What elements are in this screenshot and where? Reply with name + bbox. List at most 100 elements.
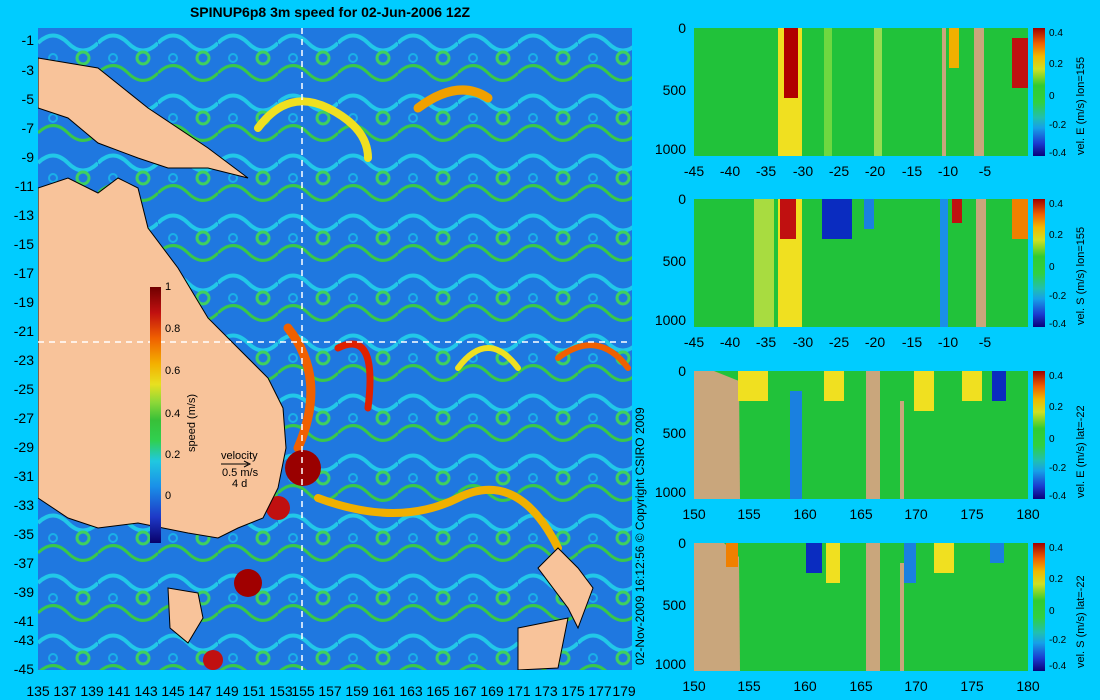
map-y-tick: -5 [21,91,34,107]
section-cb-label: 0.4 [1049,543,1063,554]
colorbar-label: 1 [165,281,172,293]
section-cb-label: 0 [1049,262,1055,273]
section-x-tick: -20 [864,334,886,350]
map-x-tick: 177 [588,683,612,699]
colorbar-label: 0.2 [165,449,181,461]
map-y-tick: -31 [13,468,34,484]
map-y-tick: -23 [13,352,34,368]
speed-map-canvas [38,28,632,670]
map-y-tick: -27 [13,410,34,426]
section-title: vel. E (m/s) lon=155 [1075,56,1087,155]
section-cb-label: -0.2 [1049,635,1067,646]
section-cb-label: -0.2 [1049,463,1067,474]
map-x-tick: 179 [612,683,636,699]
section-x-tick: -40 [719,163,741,179]
map-x-tick: 159 [345,683,369,699]
map-x-tick: 163 [399,683,423,699]
section-plot-canvas [778,28,1028,156]
section-x-tick: 170 [904,678,928,694]
section-colorbar [1033,371,1045,499]
section-y-tick: 500 [662,597,686,613]
section-x-tick: 160 [793,506,817,522]
map-y-tick: -3 [21,62,34,78]
map-y-tick: -33 [13,497,34,513]
section-cb-label: -0.2 [1049,120,1067,131]
map-y-tick: -41 [13,613,34,629]
speed-colorbar [150,287,161,543]
section-x-tick: -25 [828,163,850,179]
section-x-tick: -45 [683,163,705,179]
section-x-tick: -20 [864,163,886,179]
colorbar-label: 0.8 [165,323,181,335]
section-cb-label: -0.4 [1049,148,1067,159]
map-x-tick: 161 [372,683,396,699]
section-title: vel. S (m/s) lat=-22 [1075,575,1087,668]
section-cb-label: 0.2 [1049,59,1063,70]
section-x-tick: -5 [978,163,992,179]
map-x-tick: 169 [480,683,504,699]
section-x-tick: -30 [792,334,814,350]
map-y-tick: -37 [13,555,34,571]
section-colorbar [1033,543,1045,671]
map-x-tick: 135 [26,683,50,699]
map-y-tick: -13 [13,207,34,223]
map-y-tick: -15 [13,236,34,252]
section-cb-label: 0 [1049,606,1055,617]
section-y-tick: 0 [678,535,686,551]
section-x-tick: 150 [682,678,706,694]
colorbar-title: speed (m/s) [186,393,198,452]
map-y-tick: -43 [13,632,34,648]
map-x-tick: 173 [534,683,558,699]
map-y-tick: -19 [13,294,34,310]
map-x-tick: 155 [291,683,315,699]
section-x-tick: -35 [755,163,777,179]
section-x-tick: 155 [737,506,761,522]
section-y-tick: 1000 [654,312,686,328]
section-x-tick: -15 [901,334,923,350]
section-x-tick: -25 [828,334,850,350]
section-x-tick: -30 [792,163,814,179]
colorbar-label: 0.6 [165,365,181,377]
section-x-tick: -35 [755,334,777,350]
map-x-tick: 165 [426,683,450,699]
section-cb-label: -0.4 [1049,491,1067,502]
section-x-tick: -40 [719,334,741,350]
velocity-legend-duration: 4 d [232,478,248,490]
section-plot-canvas [754,199,1028,327]
map-x-tick: 145 [161,683,185,699]
section-y-tick: 500 [662,82,686,98]
map-x-tick: 141 [107,683,131,699]
section-cb-label: 0.4 [1049,371,1063,382]
map-y-tick: -35 [13,526,34,542]
map-y-tick: -29 [13,439,34,455]
map-y-tick: -39 [13,584,34,600]
map-y-tick: -21 [13,323,34,339]
section-x-tick: 150 [682,506,706,522]
map-x-tick: 143 [134,683,158,699]
map-x-tick: 171 [507,683,531,699]
section-y-tick: 1000 [654,656,686,672]
colorbar-label: 0 [165,490,172,502]
velocity-legend-title: velocity [221,450,258,462]
section-x-tick: -45 [683,334,705,350]
map-x-tick: 139 [80,683,104,699]
section-cb-label: 0.4 [1049,28,1063,39]
section-y-tick: 500 [662,253,686,269]
map-x-tick: 137 [53,683,77,699]
speed-map [38,28,632,670]
map-x-tick: 167 [453,683,477,699]
section-x-tick: 165 [849,506,873,522]
section-cb-label: 0 [1049,91,1055,102]
section-title: vel. E (m/s) lat=-22 [1075,405,1087,498]
section-title: vel. S (m/s) lon=155 [1075,226,1087,325]
section-x-tick: 180 [1016,506,1040,522]
section-x-tick: 170 [904,506,928,522]
map-y-tick: -17 [13,265,34,281]
section-x-tick: -15 [901,163,923,179]
section-x-tick: 175 [960,506,984,522]
velocity-arrow-icon [221,460,252,468]
section-x-tick: -10 [937,163,959,179]
section-y-tick: 1000 [654,484,686,500]
map-x-tick: 147 [188,683,212,699]
map-y-tick: -45 [13,661,34,677]
